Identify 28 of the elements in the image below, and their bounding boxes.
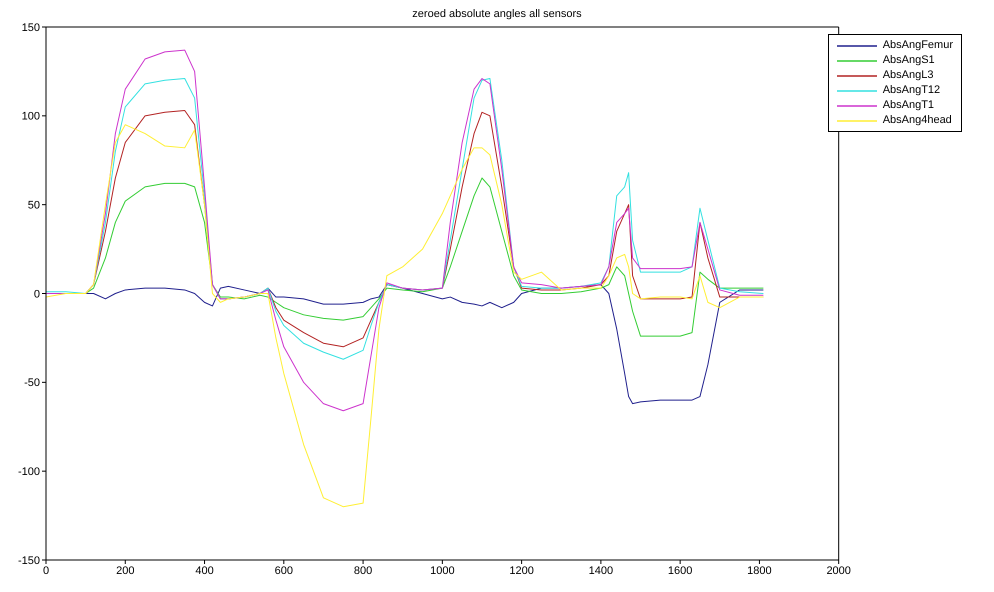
line-series: [46, 50, 764, 412]
x-tick-label: 1000: [430, 564, 455, 577]
line-series: [46, 78, 764, 360]
chart-title: zeroed absolute angles all sensors: [411, 8, 583, 20]
x-tick-label: 600: [274, 564, 293, 577]
x-tick-label: 1200: [509, 564, 534, 577]
x-tick-label: 200: [116, 564, 134, 577]
x-tick-label: 800: [354, 564, 372, 577]
y-tick-label: 150: [22, 22, 40, 34]
y-tick-label: 0: [34, 288, 40, 300]
x-tick-label: 1600: [668, 564, 692, 577]
y-tick-label: 50: [28, 200, 40, 212]
y-tick-label: -100: [18, 466, 40, 478]
legend-label: AbsAng4head: [882, 113, 952, 128]
y-tick-label: -50: [24, 377, 40, 390]
x-tick-label: 1800: [747, 564, 772, 577]
line-series: [46, 124, 764, 508]
x-tick-label: 0: [42, 564, 50, 577]
legend-label: AbsAngFemur: [882, 38, 953, 53]
y-tick-label: 100: [22, 110, 40, 123]
x-tick-label: 1400: [588, 564, 614, 577]
legend-label: AbsAngT1: [882, 98, 934, 113]
x-tick-label: 400: [195, 564, 214, 577]
x-tick-label: 2000: [826, 564, 851, 577]
legend-label: AbsAngT12: [882, 83, 940, 98]
y-tick-label: -150: [18, 554, 40, 567]
legend-label: AbsAngS1: [882, 53, 935, 68]
legend-label: AbsAngL3: [882, 68, 934, 83]
